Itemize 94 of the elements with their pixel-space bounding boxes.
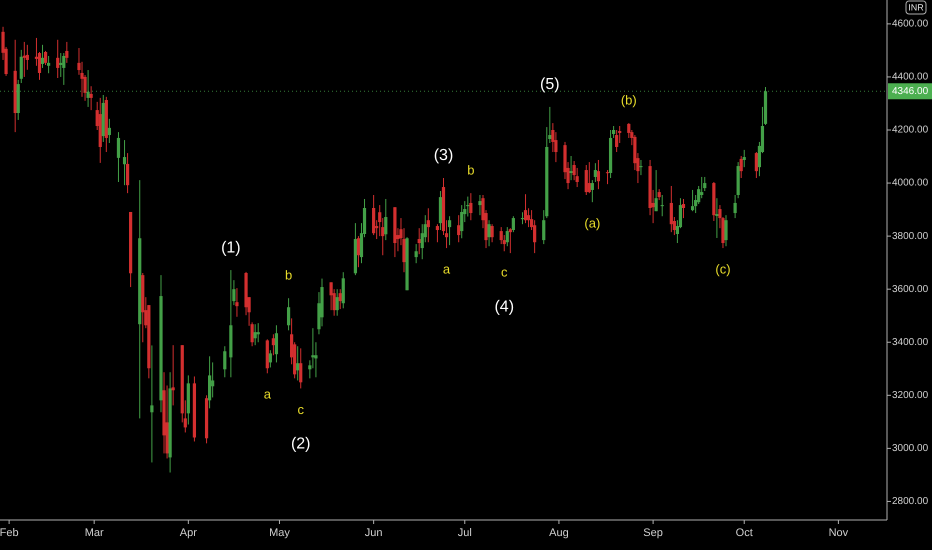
- annotation: (b): [620, 92, 637, 108]
- y-tick-label: 4200.00: [892, 124, 929, 136]
- candlestick: [286, 298, 290, 331]
- candlestick: [615, 130, 618, 153]
- annotation: (4): [494, 298, 514, 316]
- annotation: a: [264, 386, 272, 402]
- candlestick: [742, 149, 746, 168]
- candlestick: [172, 344, 175, 406]
- candlestick: [590, 180, 594, 203]
- y-tick-label: 3200.00: [892, 390, 929, 401]
- candlestick: [418, 228, 421, 255]
- candlestick: [311, 328, 314, 369]
- candlestick: [336, 288, 339, 316]
- candlestick: [715, 198, 718, 238]
- candlestick: [296, 346, 300, 381]
- x-tick-label: Nov: [828, 527, 849, 539]
- candlestick: [414, 244, 418, 264]
- x-tick-label: Sep: [643, 527, 663, 539]
- candlestick: [478, 194, 482, 216]
- candlestick: [268, 350, 272, 368]
- y-tick-label: 3800.00: [892, 230, 929, 242]
- x-tick-label: Oct: [736, 527, 753, 539]
- candlestick: [108, 118, 111, 144]
- candlestick: [274, 324, 278, 363]
- candlestick: [426, 208, 430, 243]
- candlestick: [754, 152, 758, 179]
- candlestick: [734, 194, 737, 219]
- annotation: (3): [434, 147, 454, 164]
- candlestick: [594, 162, 597, 182]
- x-tick-label: Aug: [549, 527, 569, 539]
- annotation: (a): [584, 216, 600, 231]
- annotation: b: [284, 268, 292, 283]
- candlestick: [436, 224, 440, 243]
- candlestick: [384, 198, 388, 241]
- y-tick-label: 2800.00: [892, 496, 929, 508]
- y-tick-label: 4600.00: [892, 18, 929, 30]
- candlestick: [584, 164, 588, 196]
- candlestick: [460, 204, 464, 239]
- candlestick: [223, 346, 226, 378]
- y-tick-label: 4000.00: [892, 178, 929, 189]
- candlestick: [211, 362, 214, 398]
- annotation: c: [297, 402, 304, 417]
- y-tick-label: 3600.00: [892, 284, 929, 295]
- candlestick: [122, 140, 126, 186]
- candlestick: [254, 324, 257, 346]
- x-tick-label: Jul: [458, 527, 472, 539]
- candlestick: [606, 170, 610, 185]
- candlestick: [256, 322, 260, 343]
- annotation: (2): [290, 436, 311, 453]
- candlestick: [448, 216, 452, 246]
- candlestick: [596, 159, 600, 190]
- annotation: (1): [221, 239, 241, 256]
- candlestick: [690, 189, 694, 212]
- y-axis-title: INR: [908, 2, 924, 12]
- candlestick: [299, 348, 302, 389]
- x-tick-label: Apr: [180, 527, 198, 539]
- annotation: (5): [540, 76, 560, 94]
- candlestick: [150, 344, 154, 463]
- candlestick: [469, 192, 472, 221]
- candlestick: [588, 162, 591, 194]
- candlestick: [506, 226, 509, 247]
- candlestick: [356, 236, 360, 268]
- annotation: c: [501, 264, 508, 280]
- candlestick: [526, 208, 530, 228]
- candlestick: [508, 228, 512, 254]
- ref-line-label: 4346.00: [892, 86, 929, 97]
- candlestick: [512, 216, 515, 233]
- candlestick: [700, 176, 704, 199]
- y-tick-label: 3400.00: [892, 336, 929, 348]
- x-tick-label: Mar: [84, 527, 104, 539]
- candlestick: [490, 224, 494, 243]
- candlestick: [487, 220, 491, 247]
- annotation: b: [467, 162, 474, 178]
- candlestick: [569, 156, 573, 181]
- candlestick: [670, 185, 673, 233]
- candlestick: [457, 214, 460, 243]
- annotation: a: [442, 262, 451, 276]
- x-tick-label: Jun: [364, 527, 383, 539]
- y-tick-label: 4400.00: [892, 72, 929, 83]
- candlestick: [524, 194, 528, 224]
- candlestick: [658, 188, 661, 201]
- candlestick: [740, 156, 743, 179]
- candlestick: [654, 170, 658, 212]
- x-tick-label: Feb: [0, 527, 19, 539]
- candlestick: [682, 198, 686, 219]
- candlestick: [338, 288, 342, 310]
- x-tick-label: May: [269, 527, 290, 539]
- candlestick: [116, 132, 120, 182]
- y-tick-label: 3000.00: [892, 443, 929, 454]
- candlestick: [126, 152, 130, 194]
- candlestick: [724, 214, 728, 247]
- candlestick: [660, 194, 664, 217]
- candlestick: [235, 288, 239, 318]
- annotation: (c): [715, 262, 731, 276]
